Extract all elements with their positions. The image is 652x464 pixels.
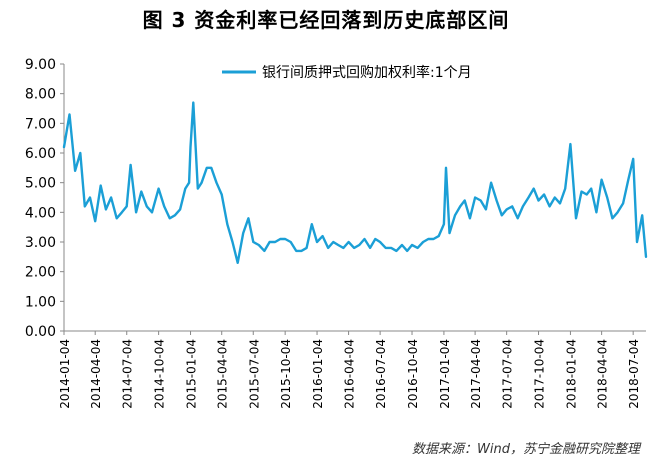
x-tick-label: 2016-07-04	[374, 339, 388, 409]
series-line	[62, 101, 648, 264]
y-tick-label: 8.00	[25, 87, 56, 103]
y-tick-label: 9.00	[25, 57, 56, 73]
x-tick-label: 2014-10-04	[153, 339, 167, 409]
x-tick-label: 2015-04-04	[216, 339, 230, 409]
chart-series	[62, 101, 648, 264]
x-tick-label: 2018-01-04	[564, 339, 578, 409]
x-tick-label: 2018-07-04	[627, 339, 641, 409]
y-tick-label: 7.00	[25, 116, 56, 132]
x-tick-label: 2014-07-04	[121, 339, 135, 409]
x-tick-label: 2017-01-04	[438, 339, 452, 409]
x-tick-label: 2016-01-04	[311, 339, 325, 409]
y-tick-label: 4.00	[25, 205, 56, 221]
x-tick-label: 2017-04-04	[469, 339, 483, 409]
y-tick-label: 2.00	[25, 265, 56, 281]
legend-label: 银行间质押式回购加权利率:1个月	[262, 64, 472, 81]
y-tick-label: 6.00	[25, 146, 56, 162]
data-source-note: 数据来源：Wind，苏宁金融研究院整理	[412, 442, 640, 457]
y-tick-label: 0.00	[25, 324, 56, 340]
x-tick-label: 2017-10-04	[533, 339, 547, 409]
x-tick-label: 2015-07-04	[247, 339, 261, 409]
x-tick-label: 2017-07-04	[501, 339, 515, 409]
chart-title: 图 3 资金利率已经回落到历史底部区间	[142, 8, 510, 32]
y-tick-label: 5.00	[25, 176, 56, 192]
x-tick-label: 2015-10-04	[279, 339, 293, 409]
y-tick-label: 1.00	[25, 294, 56, 310]
x-tick-label: 2014-04-04	[89, 339, 103, 409]
x-tick-label: 2018-04-04	[596, 339, 610, 409]
x-tick-label: 2015-01-04	[185, 339, 199, 409]
chart-legend: 银行间质押式回购加权利率:1个月	[222, 64, 472, 81]
chart-axes	[63, 64, 646, 332]
chart-ticks: 0.00 1.00 2.00 3.00 4.00 5.00 6.00 7.00 8.00 9.00…	[25, 57, 641, 409]
y-tick-label: 3.00	[25, 235, 56, 251]
x-tick-label: 2016-04-04	[343, 339, 357, 409]
x-tick-label: 2016-10-04	[406, 339, 420, 409]
x-tick-label: 2014-01-04	[58, 339, 72, 409]
